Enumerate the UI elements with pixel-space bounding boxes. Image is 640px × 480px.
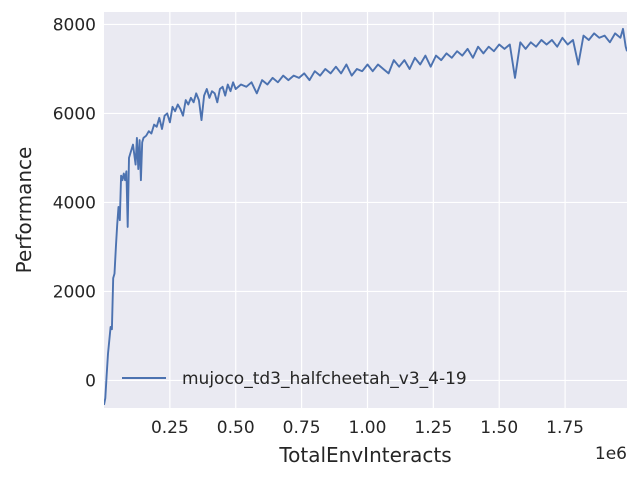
x-tick-label: 0.25	[151, 418, 189, 438]
y-tick-label: 6000	[53, 104, 96, 124]
y-tick-labels: 0 2000 4000 6000 8000	[53, 15, 96, 391]
x-axis-label: TotalEnvInteracts	[278, 443, 451, 467]
legend-label: mujoco_td3_halfcheetah_v3_4-19	[182, 369, 467, 389]
x-tick-labels: 0.25 0.50 0.75 1.00 1.25 1.50 1.75	[151, 418, 584, 438]
plot-background	[104, 12, 627, 408]
y-tick-label: 4000	[53, 193, 96, 213]
x-tick-label: 1.25	[414, 418, 452, 438]
series-line	[104, 27, 627, 406]
legend: mujoco_td3_halfcheetah_v3_4-19	[122, 369, 467, 389]
grid	[104, 12, 627, 408]
x-tick-label: 1.75	[546, 418, 584, 438]
x-tick-label: 0.50	[217, 418, 255, 438]
y-tick-label: 8000	[53, 15, 96, 35]
y-tick-label: 0	[85, 371, 96, 391]
x-tick-label: 1.50	[480, 418, 518, 438]
y-axis-label: Performance	[12, 147, 36, 274]
y-tick-label: 2000	[53, 282, 96, 302]
x-offset-label: 1e6	[595, 444, 627, 464]
x-tick-label: 1.00	[349, 418, 387, 438]
x-tick-label: 0.75	[283, 418, 321, 438]
